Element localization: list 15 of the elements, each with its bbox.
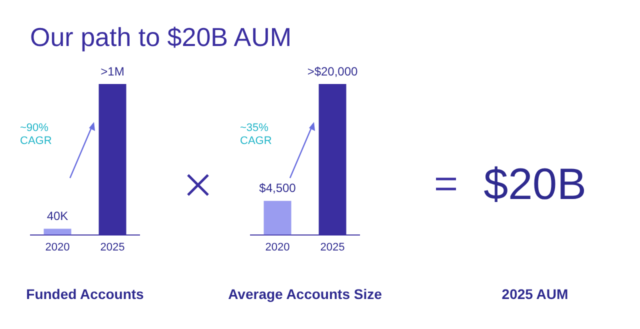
- chart-title: Our path to $20B AUM: [30, 22, 292, 53]
- x-axis-title: Average Accounts Size: [227, 286, 383, 302]
- text: $20B: [482, 160, 588, 210]
- data-label: 40K: [46, 209, 68, 224]
- annotation: ~35% CAGR: [240, 122, 273, 148]
- x-tick-label: 2020: [265, 241, 290, 254]
- data-label: $4,500: [259, 181, 296, 196]
- text: 2025 AUM: [500, 286, 570, 302]
- x-axis-title: Funded Accounts: [25, 286, 145, 302]
- x-tick-label: 2020: [45, 241, 70, 254]
- data-label: >$20,000: [307, 64, 358, 78]
- annotation: ~90% CAGR: [20, 122, 53, 148]
- x-tick-label: 2025: [100, 241, 125, 254]
- x-tick-label: 2025: [320, 241, 345, 254]
- data-label: >1M: [100, 64, 124, 78]
